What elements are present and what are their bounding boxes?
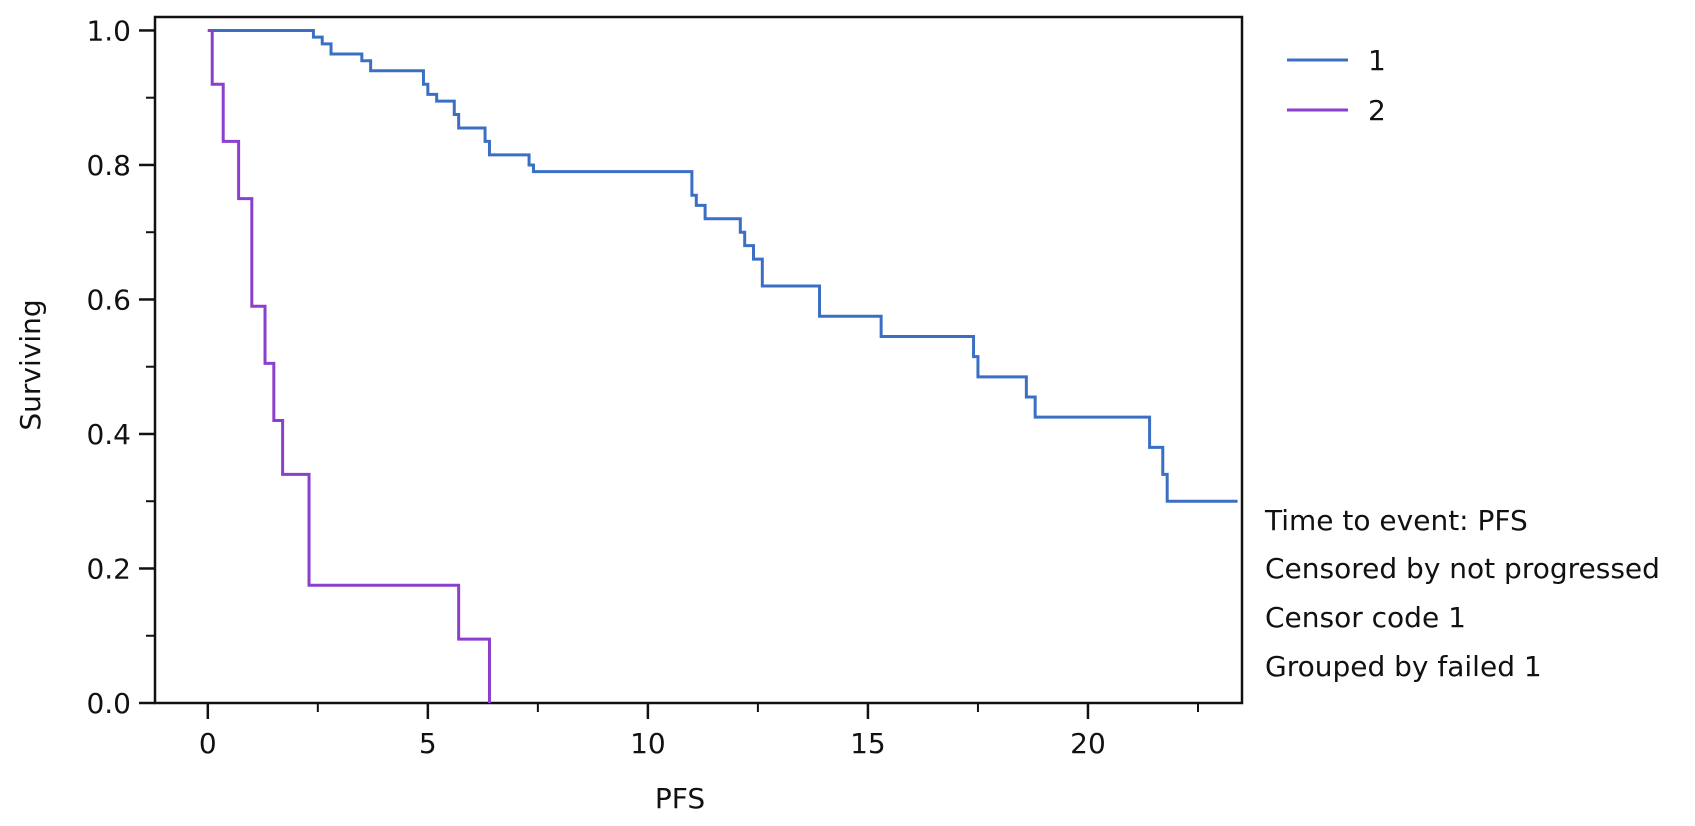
plot-frame (153, 15, 1244, 705)
annotation-censored-by: Censored by not progressed (1265, 552, 1660, 585)
legend-label-2: 2 (1368, 94, 1386, 127)
x-tick-label: 10 (630, 727, 666, 760)
y-tick-label: 1.0 (86, 14, 131, 47)
x-tick-label: 15 (850, 727, 886, 760)
legend-label-1: 1 (1368, 44, 1386, 77)
annotation-time-to-event: Time to event: PFS (1264, 504, 1528, 537)
y-tick-label: 0.8 (86, 149, 131, 182)
y-axis-label: Surviving (14, 299, 47, 430)
y-axis: 0.0 0.2 0.4 0.6 0.8 1.0 (86, 14, 155, 720)
x-tick-label: 20 (1070, 727, 1106, 760)
y-tick-label: 0.6 (86, 283, 131, 316)
y-tick-label: 0.4 (86, 418, 131, 451)
series-1-line (207, 28, 1238, 503)
annotation-block: Time to event: PFS Censored by not progr… (1264, 504, 1660, 683)
legend: 12 (1287, 44, 1386, 127)
x-axis: 0 5 10 15 20 (199, 703, 1199, 760)
x-axis-label: PFS (655, 782, 705, 815)
series-layer (207, 28, 1238, 703)
annotation-grouped-by: Grouped by failed 1 (1265, 650, 1542, 683)
series-2-line (207, 28, 491, 703)
x-tick-label: 0 (199, 727, 217, 760)
y-tick-label: 0.0 (86, 687, 131, 720)
y-tick-label: 0.2 (86, 552, 131, 585)
annotation-censor-code: Censor code 1 (1265, 601, 1466, 634)
x-tick-label: 5 (419, 727, 437, 760)
